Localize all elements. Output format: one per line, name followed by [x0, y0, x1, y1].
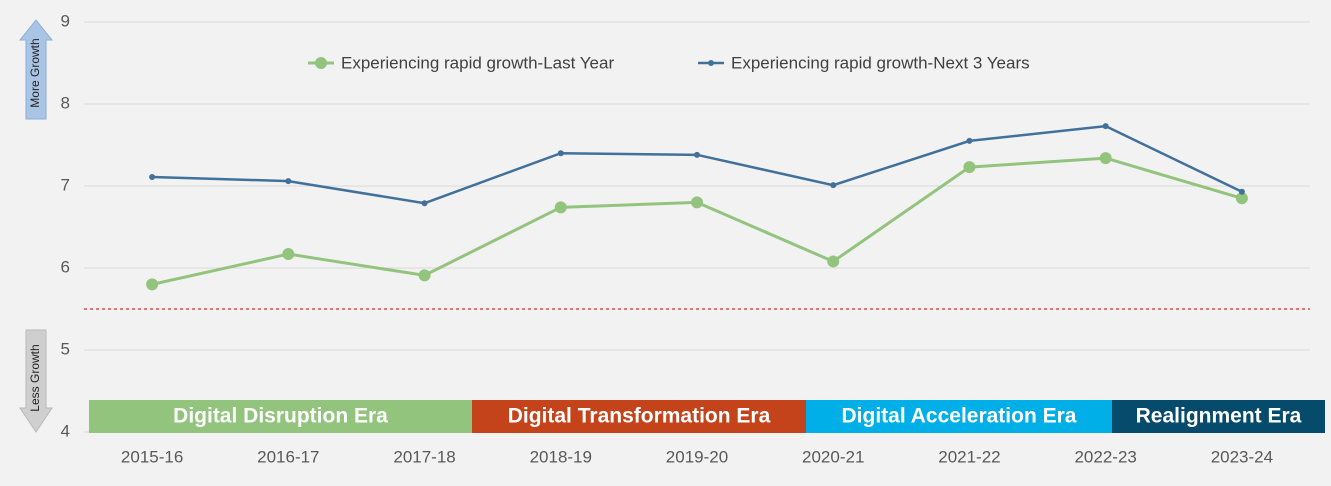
era-band — [472, 400, 806, 433]
series-line — [152, 124, 1243, 205]
x-tick-label: 2023-24 — [1211, 447, 1273, 466]
data-point — [827, 255, 840, 268]
data-point — [149, 173, 156, 180]
series-line — [151, 156, 1243, 286]
y-tick-label: 7 — [61, 175, 70, 194]
x-tick-label: 2019-20 — [666, 447, 728, 466]
x-tick-label: 2022-23 — [1074, 447, 1136, 466]
x-tick-label: 2021-22 — [938, 447, 1000, 466]
legend-marker — [708, 60, 714, 66]
data-point — [146, 278, 159, 291]
era-band — [89, 400, 472, 433]
data-point — [966, 137, 973, 144]
data-point — [421, 200, 428, 207]
legend-label: Experiencing rapid growth-Next 3 Years — [731, 53, 1030, 72]
x-tick-label: 2018-19 — [530, 447, 592, 466]
legend-label: Experiencing rapid growth-Last Year — [341, 53, 614, 72]
data-point — [830, 182, 837, 189]
era-label: Digital Disruption Era — [173, 405, 388, 428]
data-point — [554, 201, 567, 214]
x-tick-label: 2015-16 — [121, 447, 183, 466]
era-band — [806, 400, 1112, 433]
y-tick-label: 5 — [61, 339, 70, 358]
down-arrow: Less Growth — [19, 329, 53, 433]
legend-marker — [315, 57, 327, 69]
x-tick-label: 2017-18 — [393, 447, 455, 466]
up-note: More Growth — [28, 38, 42, 107]
era-label: Digital Transformation Era — [508, 405, 771, 428]
data-point — [963, 161, 976, 174]
data-point — [285, 178, 292, 185]
y-tick-label: 4 — [61, 421, 70, 440]
data-point — [1235, 192, 1248, 205]
y-tick-label: 6 — [61, 257, 70, 276]
y-tick-label: 8 — [61, 93, 70, 112]
era-label: Realignment Era — [1136, 405, 1302, 428]
data-point — [1099, 152, 1112, 165]
y-tick-label: 9 — [61, 11, 70, 30]
x-tick-label: 2016-17 — [257, 447, 319, 466]
data-point — [694, 151, 700, 158]
up-arrow: More Growth — [18, 19, 54, 120]
x-tick-label: 2020-21 — [802, 447, 864, 466]
data-point — [1102, 123, 1109, 130]
era-label: Digital Acceleration Era — [842, 405, 1077, 428]
data-point — [691, 196, 703, 209]
data-point — [557, 150, 564, 157]
era-band — [1112, 400, 1325, 433]
data-point — [282, 248, 295, 261]
data-point — [1238, 188, 1245, 195]
down-note: Less Growth — [28, 344, 42, 411]
data-point — [418, 269, 431, 282]
